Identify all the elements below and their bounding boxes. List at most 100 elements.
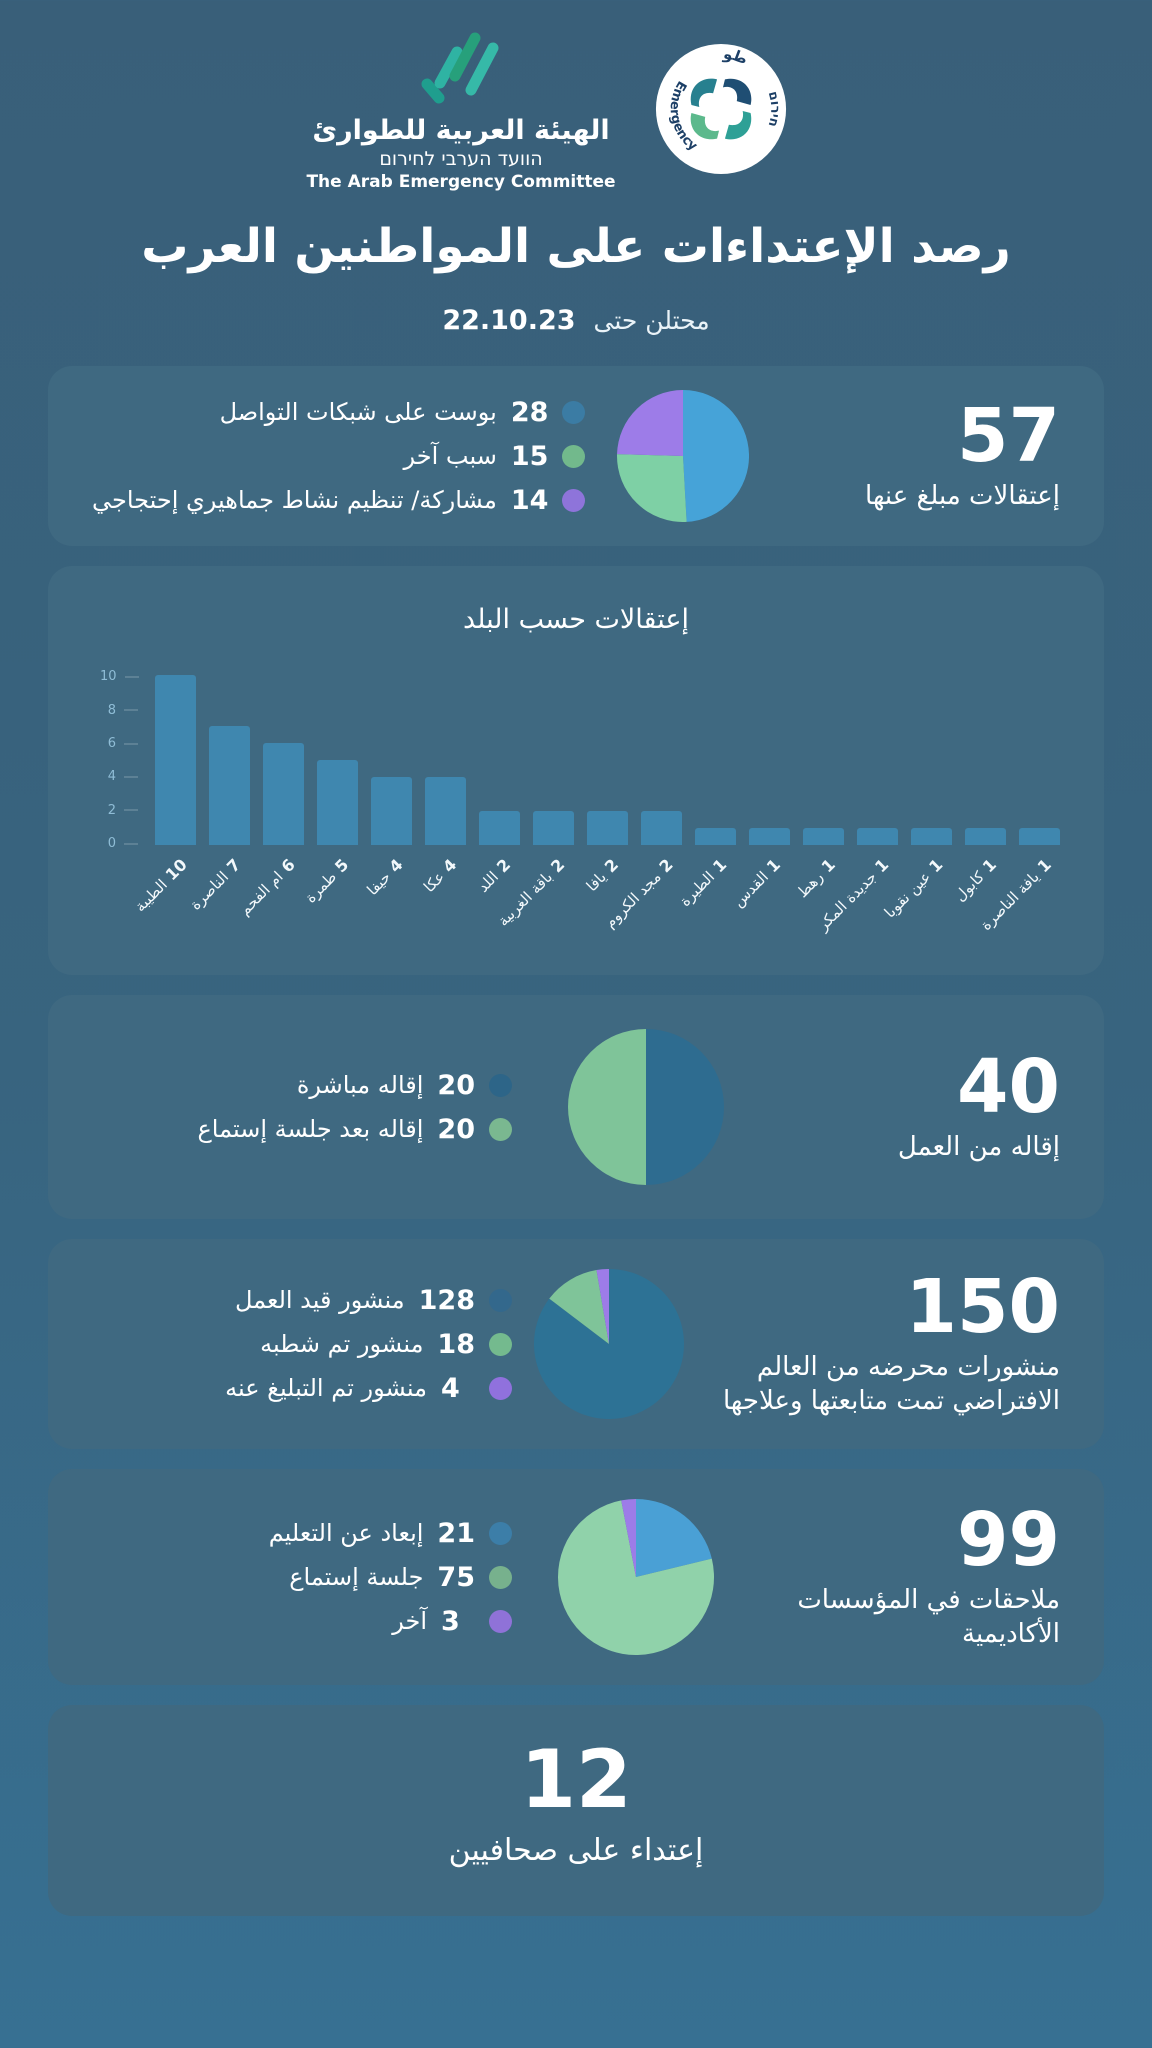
legend-value: 28 — [510, 396, 549, 428]
legend-label: إقاله بعد جلسة إستماع — [197, 1115, 424, 1144]
legend-label: آخر — [392, 1607, 427, 1636]
bar-column: 5طمرة — [302, 675, 358, 907]
bar-column: 4حيفا — [363, 675, 412, 899]
legend-value: 21 — [437, 1517, 475, 1549]
legend-dot — [489, 1609, 512, 1633]
stat-number: 12 — [520, 1733, 632, 1827]
bar-column: 2يافا — [583, 675, 628, 895]
logo-row: الهيئة العربية للطوارئ הוועד הערבי לחירו… — [0, 26, 1124, 193]
bar-label: 1الطيرة — [676, 855, 731, 911]
bar-label: 2يافا — [583, 855, 623, 896]
org-name-hebrew: הוועד הערבי לחירום — [379, 147, 543, 170]
card-academic-prosecutions: 99 ملاحقات في المؤسسات الأكاديمية 21 إبع… — [48, 1469, 1104, 1686]
page-title: رصد الإعتداءات على المواطنين العرب — [141, 218, 1011, 274]
legend-value: 14 — [510, 484, 549, 516]
legend-item: 28 بوست على شبكات التواصل — [92, 396, 586, 428]
stat-number: 40 — [957, 1043, 1060, 1130]
legend-value: 20 — [437, 1069, 475, 1101]
legend-item: 21 إبعاد عن التعليم — [92, 1518, 512, 1549]
bar — [748, 828, 790, 846]
legend-label: مشاركة/ تنظيم نشاط جماهيري إحتجاجي — [92, 486, 497, 515]
bar-label: 6ام الفحم — [235, 855, 299, 920]
legend-value: 128 — [418, 1284, 475, 1316]
legend-value: 20 — [437, 1113, 475, 1145]
pie-chart-incitement-posts — [534, 1269, 684, 1420]
bar-label: 1القدس — [729, 855, 785, 911]
legend-dot — [489, 1332, 512, 1356]
stat-label: إعتقالات مبلغ عنها — [865, 481, 1060, 512]
bar-column: 7الناصرة — [187, 675, 250, 914]
legend-incitement-posts: 128 منشور قيد العمل 18 منشور تم شطبه 4 م… — [92, 1285, 512, 1404]
legend-label: منشور تم التبليغ عنه — [225, 1374, 427, 1403]
badge-text-hebrew: חירום — [764, 90, 782, 129]
legend-value: 75 — [437, 1561, 475, 1593]
org-name-english: The Arab Emergency Committee — [306, 171, 616, 192]
stat-reported-arrests: 57 إعتقالات مبلغ عنها — [780, 392, 1060, 514]
bar-label: 2اللد — [474, 855, 515, 897]
subtitle-date: 22.10.23 — [442, 305, 576, 337]
card-incitement-posts: 150 منشورات محرضه من العالم الافتراضي تم… — [48, 1239, 1104, 1450]
bar — [910, 828, 952, 846]
legend-academic-prosecutions: 21 إبعاد عن التعليم 75 جلسة إستماع 3 آخر — [92, 1518, 512, 1637]
legend-item: 3 آخر — [92, 1606, 512, 1637]
bar-column: 1الطيرة — [676, 675, 736, 910]
bar-chart-title: إعتقالات حسب البلد — [463, 604, 689, 636]
pie-chart-reported-arrests — [616, 390, 749, 523]
stat-number: 99 — [957, 1496, 1060, 1583]
legend-item: 75 جلسة إستماع — [92, 1562, 512, 1593]
stat-number: 57 — [957, 392, 1060, 479]
bar-column: 2مجد الكروم — [601, 675, 682, 932]
legend-label: بوست على شبكات التواصل — [219, 398, 497, 427]
legend-item: 18 منشور تم شطبه — [92, 1329, 512, 1360]
logo-mark-icon — [421, 32, 499, 104]
bar — [694, 828, 736, 846]
legend-dot — [489, 1565, 512, 1589]
bar-column: 1رهط — [793, 675, 844, 902]
bar — [154, 675, 196, 846]
legend-dot — [562, 488, 586, 512]
legend-reported-arrests: 28 بوست على شبكات التواصل 15 سبب آخر 14 … — [92, 396, 586, 516]
bar-column: 1جديدة المكر — [814, 675, 898, 934]
bar-column: 2اللد — [474, 675, 520, 896]
page-subtitle: محتلن حتى 22.10.23 — [0, 305, 1152, 336]
bar-column: 4عكا — [420, 675, 466, 896]
legend-dot — [489, 1073, 512, 1097]
legend-item: 20 إقاله مباشرة — [92, 1070, 512, 1101]
bar — [856, 828, 898, 846]
legend-item: 20 إقاله بعد جلسة إستماع — [92, 1114, 512, 1145]
legend-dot — [562, 444, 586, 468]
cards-stack: 57 إعتقالات مبلغ عنها 28 بوست على شبكات … — [0, 366, 1152, 1916]
bar — [1018, 828, 1060, 846]
legend-dot — [489, 1521, 512, 1545]
bar-label: 10الطيبة — [130, 855, 191, 916]
legend-value: 15 — [510, 440, 549, 472]
stat-number: 150 — [905, 1263, 1060, 1350]
bar-column: 2باقة الغربية — [494, 675, 574, 930]
bar-label: 4عكا — [420, 855, 461, 897]
bar — [532, 811, 574, 846]
legend-item: 4 منشور تم التبليغ عنه — [92, 1373, 512, 1404]
bar-column: 10الطيبة — [131, 675, 196, 916]
bar — [586, 811, 628, 846]
stat-academic-prosecutions: 99 ملاحقات في المؤسسات الأكاديمية — [760, 1496, 1060, 1652]
bar-label: 5طمرة — [301, 855, 353, 907]
legend-value: 18 — [437, 1328, 475, 1360]
pie-chart-work-dismissals — [568, 1029, 724, 1186]
card-journalist-attacks: 12 إعتداء على صحافيين — [48, 1705, 1104, 1916]
bar — [640, 811, 682, 846]
legend-label: جلسة إستماع — [289, 1563, 424, 1592]
subtitle-prefix: محتلن حتى — [593, 306, 710, 336]
bar-column: 1كابول — [951, 675, 1006, 905]
bar — [424, 777, 466, 846]
bars-area: 10الطيبة 7الناصرة 6ام الفحم 5طمرة 4حيفا 4عكا 2… — [131, 675, 1060, 934]
bar-column: 6ام الفحم — [235, 675, 304, 919]
legend-work-dismissals: 20 إقاله مباشرة 20 إقاله بعد جلسة إستماع — [92, 1070, 512, 1145]
legend-label: منشور تم شطبه — [260, 1330, 424, 1359]
legend-label: إبعاد عن التعليم — [268, 1519, 424, 1548]
stat-incitement-posts: 150 منشورات محرضه من العالم الافتراضي تم… — [706, 1263, 1060, 1419]
bar — [802, 828, 844, 846]
pie-chart-academic-prosecutions — [558, 1499, 714, 1656]
bar — [370, 777, 412, 846]
legend-dot — [489, 1288, 512, 1312]
